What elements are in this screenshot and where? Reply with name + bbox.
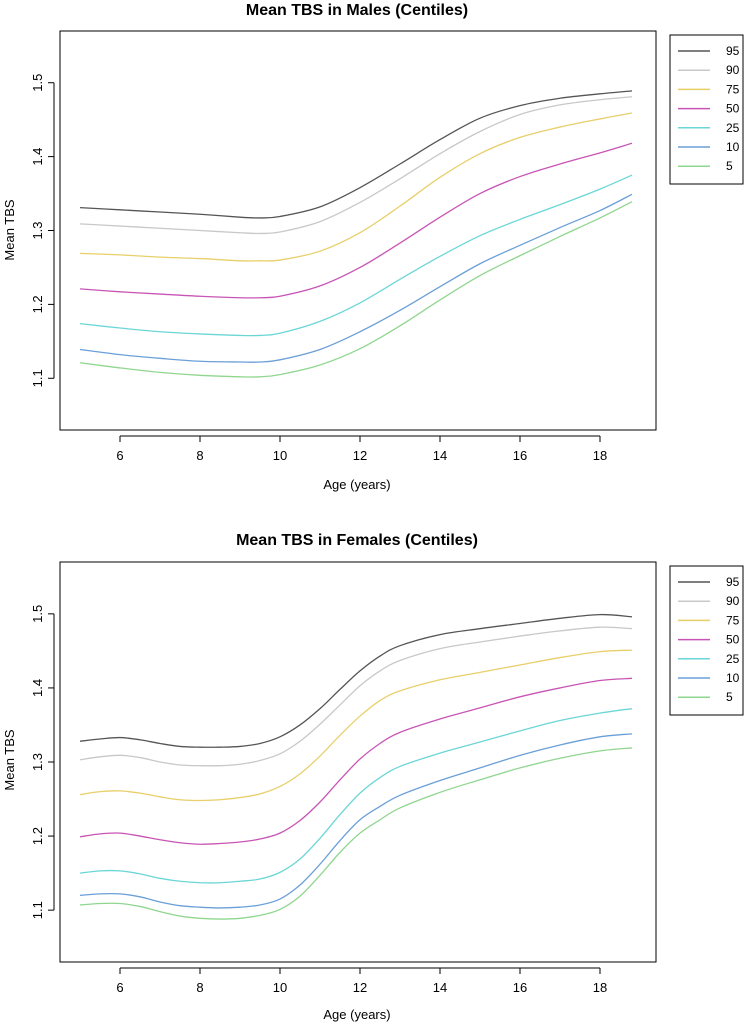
y-tick-label: 1.3 — [30, 753, 45, 771]
x-axis: 6 8 10 12 14 16 18 — [116, 967, 607, 995]
x-tick-label: 10 — [273, 980, 287, 995]
y-tick-label: 1.4 — [30, 148, 45, 166]
x-tick-label: 16 — [513, 980, 527, 995]
legend: 95 90 75 50 25 10 5 — [669, 565, 744, 716]
males-chart-panel: Mean TBS in Males (Centiles) Age (years)… — [2, 2, 744, 492]
legend-label-25: 25 — [726, 121, 740, 135]
y-tick-label: 1.1 — [30, 901, 45, 919]
series-line-25 — [79, 174, 633, 337]
y-tick-label: 1.4 — [30, 679, 45, 697]
x-axis-label: Age (years) — [323, 1007, 390, 1022]
legend: 95 90 75 50 25 10 5 — [669, 34, 744, 185]
legend-entries: 95 90 75 50 25 10 5 — [678, 44, 740, 173]
series-lines — [79, 613, 633, 920]
chart-title: Mean TBS in Males (Centiles) — [246, 2, 468, 19]
x-tick-label: 8 — [196, 448, 203, 463]
series-line-50 — [79, 677, 633, 845]
series-line-95 — [79, 90, 633, 219]
legend-entries: 95 90 75 50 25 10 5 — [678, 575, 740, 704]
legend-label-25: 25 — [726, 652, 740, 666]
y-tick-label: 1.5 — [30, 74, 45, 92]
legend-label-90: 90 — [726, 594, 740, 608]
y-tick-label: 1.2 — [30, 295, 45, 313]
legend-box — [669, 565, 744, 716]
x-tick-label: 16 — [513, 448, 527, 463]
legend-label-10: 10 — [726, 140, 740, 154]
y-axis: 1.1 1.2 1.3 1.4 1.5 — [30, 74, 55, 387]
chart-title: Mean TBS in Females (Centiles) — [236, 532, 478, 549]
series-line-95 — [79, 613, 633, 748]
legend-label-5: 5 — [726, 690, 733, 704]
x-tick-label: 6 — [116, 980, 123, 995]
x-tick-label: 6 — [116, 448, 123, 463]
x-tick-label: 18 — [593, 448, 607, 463]
series-line-50 — [79, 142, 633, 299]
legend-label-50: 50 — [726, 102, 740, 116]
legend-label-5: 5 — [726, 159, 733, 173]
series-line-5 — [79, 747, 633, 920]
x-axis: 6 8 10 12 14 16 18 — [116, 435, 607, 463]
series-line-10 — [79, 193, 633, 363]
x-tick-label: 14 — [433, 980, 447, 995]
x-tick-label: 8 — [196, 980, 203, 995]
y-tick-label: 1.5 — [30, 605, 45, 623]
series-line-5 — [79, 201, 633, 378]
legend-label-10: 10 — [726, 671, 740, 685]
y-tick-label: 1.3 — [30, 221, 45, 239]
legend-label-75: 75 — [726, 613, 740, 627]
y-axis-label: Mean TBS — [2, 199, 17, 261]
x-tick-label: 12 — [353, 980, 367, 995]
y-axis-label: Mean TBS — [2, 729, 17, 791]
legend-label-75: 75 — [726, 82, 740, 96]
plot-frame — [59, 30, 657, 431]
series-line-90 — [79, 626, 633, 767]
y-tick-label: 1.2 — [30, 827, 45, 845]
y-tick-label: 1.1 — [30, 369, 45, 387]
series-line-75 — [79, 649, 633, 802]
plot-frame — [59, 561, 657, 963]
females-chart-panel: Mean TBS in Females (Centiles) Age (year… — [2, 532, 744, 1022]
legend-label-50: 50 — [726, 633, 740, 647]
x-tick-label: 18 — [593, 980, 607, 995]
x-tick-label: 12 — [353, 448, 367, 463]
series-lines — [79, 90, 633, 378]
y-axis: 1.1 1.2 1.3 1.4 1.5 — [30, 605, 55, 919]
x-tick-label: 10 — [273, 448, 287, 463]
series-line-25 — [79, 708, 633, 884]
legend-label-95: 95 — [726, 575, 740, 589]
legend-label-90: 90 — [726, 63, 740, 77]
series-line-75 — [79, 112, 633, 262]
legend-label-95: 95 — [726, 44, 740, 58]
x-tick-label: 14 — [433, 448, 447, 463]
x-axis-label: Age (years) — [323, 477, 390, 492]
series-line-90 — [79, 96, 633, 235]
legend-box — [669, 34, 744, 185]
series-line-10 — [79, 733, 633, 909]
